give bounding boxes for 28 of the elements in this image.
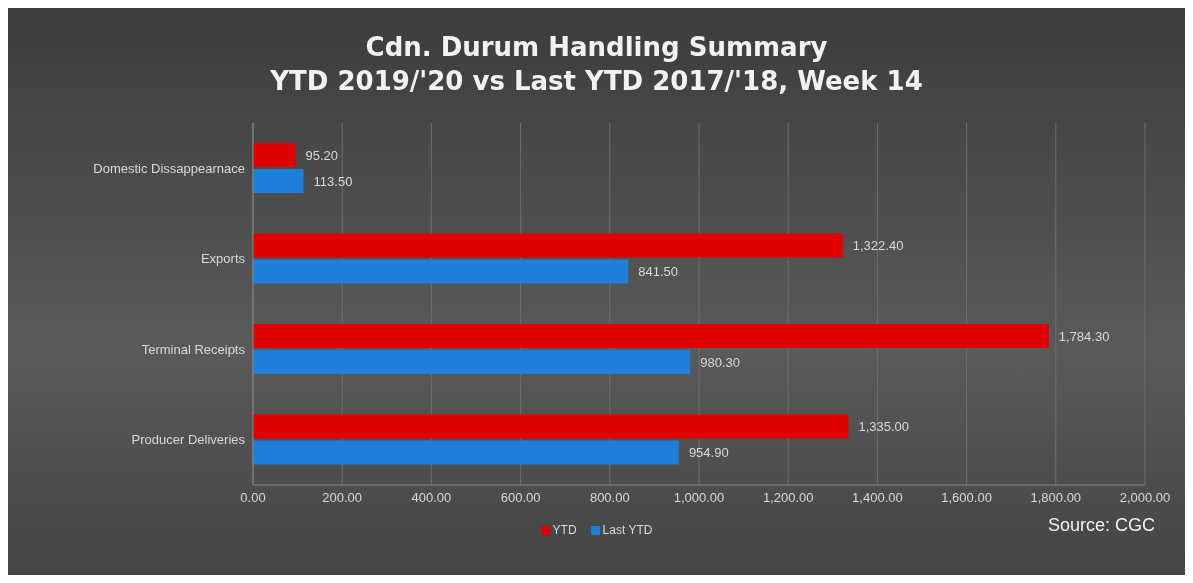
- legend-label: Last YTD: [601, 523, 653, 537]
- source-note: Source: CGC: [1047, 515, 1155, 536]
- data-label: 841.50: [638, 264, 679, 280]
- data-label: 954.90: [688, 445, 729, 461]
- x-tick-label: 400.00: [411, 490, 452, 506]
- data-label: 1,335.00: [858, 419, 910, 435]
- x-tick-label: 2,000.00: [1119, 490, 1171, 506]
- chart-title: Cdn. Durum Handling Summary: [364, 31, 829, 64]
- x-tick-label: 1,000.00: [673, 490, 725, 506]
- x-tick-label: 1,400.00: [852, 490, 903, 506]
- y-tick-label: Domestic Dissappearnace: [93, 160, 245, 176]
- x-tick-label: 1,800.00: [1030, 490, 1082, 506]
- x-tick-label: 0.00: [240, 490, 266, 506]
- y-tick-label: Terminal Receipts: [141, 341, 246, 357]
- y-tick-label: Producer Deliveries: [131, 432, 246, 448]
- data-label: 1,784.30: [1058, 328, 1110, 344]
- x-tick-label: 1,200.00: [762, 490, 814, 506]
- x-tick-label: 600.00: [500, 490, 541, 506]
- x-tick-label: 200.00: [322, 490, 363, 506]
- x-tick-label: 1,600.00: [941, 490, 992, 506]
- data-label: 113.50: [313, 173, 353, 189]
- y-tick-label: Exports: [200, 251, 246, 267]
- data-label: 1,322.40: [852, 238, 904, 254]
- data-label: 980.30: [700, 354, 740, 370]
- chart-subtitle: YTD 2019/'20 vs Last YTD 2017/'18, Week 14: [269, 65, 924, 98]
- data-label: 95.20: [305, 147, 339, 163]
- x-tick-label: 800.00: [589, 490, 630, 506]
- legend-label: YTD: [551, 523, 577, 537]
